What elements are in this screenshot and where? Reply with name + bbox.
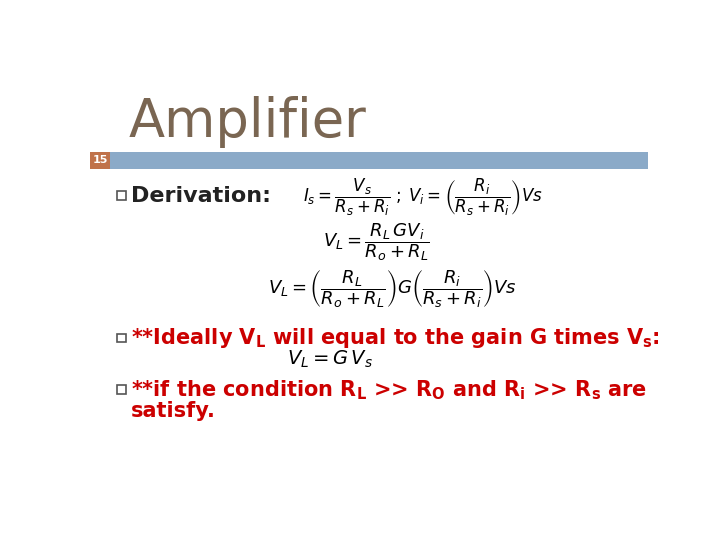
Text: **if the condition $\mathbf{R_L}$ >> $\mathbf{R_O}$ and $\mathbf{R_i}$ >> $\math: **if the condition $\mathbf{R_L}$ >> $\m… — [131, 378, 647, 402]
Text: $V_L = \left(\dfrac{R_L}{R_o + R_L}\right) G \left(\dfrac{R_i}{R_s + R_i}\right): $V_L = \left(\dfrac{R_L}{R_o + R_L}\righ… — [268, 269, 517, 310]
Text: satisfy.: satisfy. — [131, 401, 216, 421]
Text: $V_L = \dfrac{R_L\, GV_i}{R_o + R_L}$: $V_L = \dfrac{R_L\, GV_i}{R_o + R_L}$ — [323, 221, 430, 263]
Text: $V_L = G\, V_s$: $V_L = G\, V_s$ — [287, 348, 373, 369]
Text: Amplifier: Amplifier — [129, 96, 366, 147]
Text: 15: 15 — [92, 156, 108, 165]
Text: Derivation:: Derivation: — [131, 186, 271, 206]
Text: **Ideally $\mathbf{V_L}$ will equal to the gain G times $\mathbf{V_s}$:: **Ideally $\mathbf{V_L}$ will equal to t… — [131, 326, 660, 350]
Text: $I_s = \dfrac{V_s}{R_s + R_i}\; ; \; V_i = \left(\dfrac{R_i}{R_s + R_i}\right)Vs: $I_s = \dfrac{V_s}{R_s + R_i}\; ; \; V_i… — [303, 177, 544, 218]
FancyBboxPatch shape — [90, 152, 110, 168]
FancyBboxPatch shape — [90, 152, 648, 168]
